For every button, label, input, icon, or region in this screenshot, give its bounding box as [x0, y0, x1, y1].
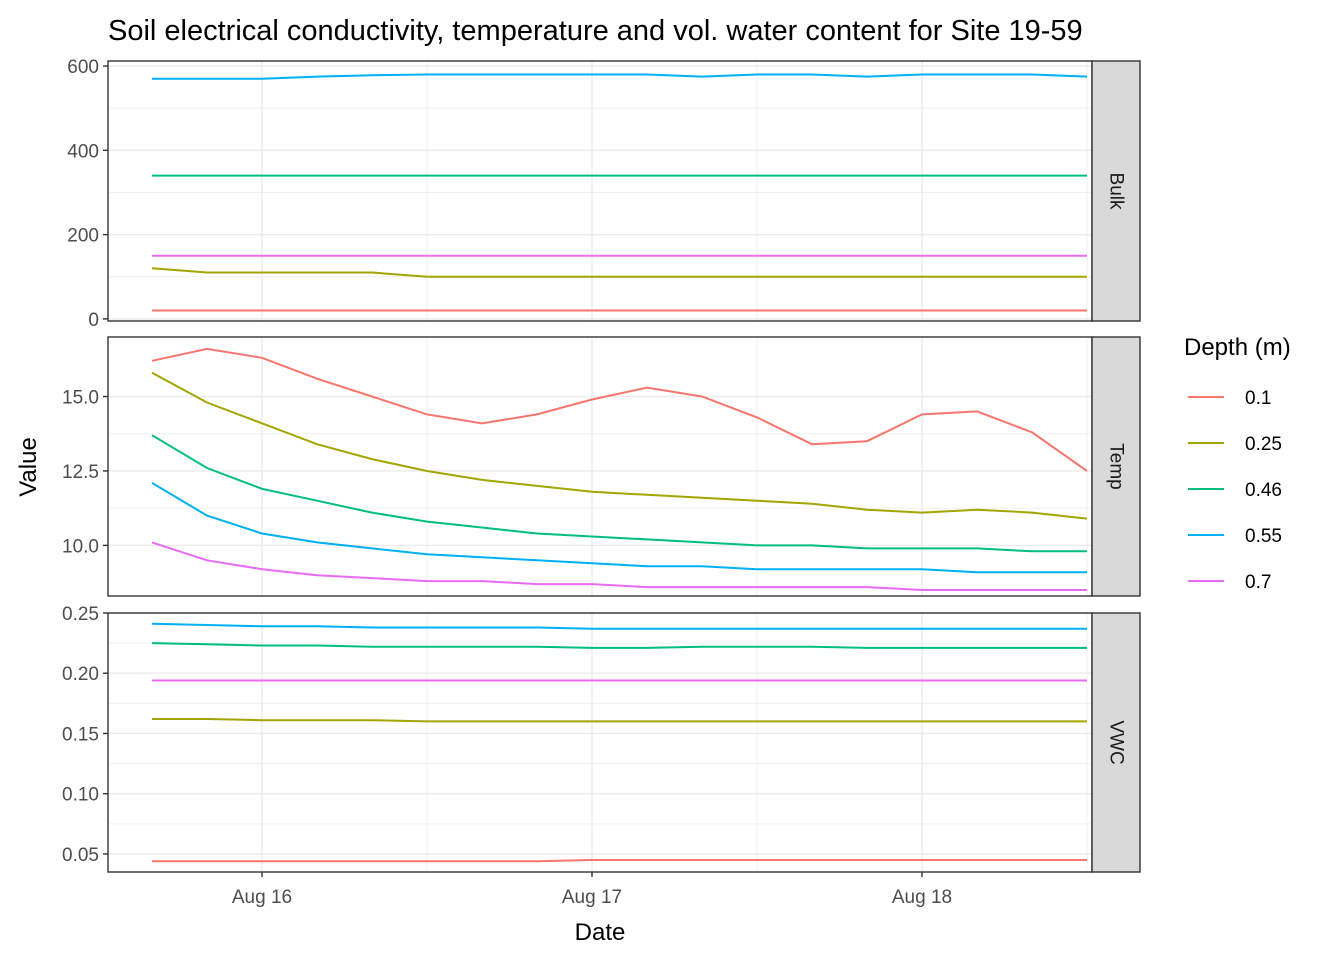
- panel-background: [108, 337, 1092, 596]
- chart-title: Soil electrical conductivity, temperatur…: [108, 15, 1083, 47]
- y-tick-label: 400: [67, 141, 99, 162]
- series-line-vwc-0.46: [151, 642, 1087, 649]
- panels: 0200400600Bulk10.012.515.0Temp0.050.100.…: [62, 57, 1141, 873]
- y-tick-label: 0.25: [62, 604, 99, 625]
- legend: Depth (m) 0.1 0.25 0.46 0.55 0.7: [1184, 334, 1291, 593]
- x-tick-label: Aug 18: [892, 887, 952, 908]
- x-tick-label: Aug 17: [562, 887, 622, 908]
- x-axis-title: Date: [575, 919, 626, 946]
- legend-title: Depth (m): [1184, 334, 1291, 361]
- legend-label: 0.46: [1245, 480, 1282, 501]
- facet-strip-label: VWC: [1106, 720, 1127, 764]
- series-line-temp-0.7: [151, 541, 1087, 591]
- x-tick-label: Aug 16: [232, 887, 292, 908]
- legend-label: 0.7: [1245, 572, 1271, 593]
- facet-strip: [1091, 336, 1141, 597]
- series-line-temp-0.46: [151, 434, 1087, 553]
- y-tick-label: 200: [67, 226, 99, 247]
- panel-background: [108, 613, 1092, 872]
- series-line-bulk-0.25: [151, 267, 1087, 278]
- legend-label: 0.25: [1245, 434, 1282, 455]
- series-line-vwc-0.55: [151, 622, 1087, 630]
- series-line-temp-0.55: [151, 482, 1087, 574]
- series-line-temp-0.1: [151, 347, 1088, 472]
- series-line-vwc-0.1: [152, 859, 1087, 863]
- y-axis-title: Value: [15, 437, 42, 497]
- y-tick-label: 0.15: [62, 724, 99, 745]
- facet-strip: [1091, 60, 1141, 322]
- series-line-temp-0.25: [151, 371, 1088, 520]
- panel-bulk: 0 200 400 600 Bulk: [67, 57, 1141, 331]
- y-tick-label: 0: [88, 310, 99, 331]
- y-tick-label: 15.0: [62, 388, 99, 409]
- y-tick-label: 0.20: [62, 664, 99, 685]
- y-tick-label: 12.5: [62, 462, 99, 483]
- panel-vwc: 0.05 0.10 0.15 0.20 0.25 VWC: [62, 604, 1141, 873]
- legend-label: 0.1: [1245, 388, 1271, 409]
- facet-strip-label: Bulk: [1106, 173, 1127, 210]
- y-tick-label: 10.0: [62, 536, 99, 557]
- panel-background: [108, 61, 1092, 321]
- facet-strip-label: Temp: [1106, 443, 1127, 489]
- y-tick-label: 600: [67, 57, 99, 78]
- panel-temp: 10.0 12.5 15.0 Temp: [62, 336, 1141, 597]
- x-axis: Aug 16 Aug 17 Aug 18: [232, 872, 952, 908]
- y-tick-label: 0.05: [62, 845, 99, 866]
- y-tick-label: 0.10: [62, 785, 99, 806]
- legend-label: 0.55: [1245, 526, 1282, 547]
- series-line-bulk-0.55: [152, 73, 1088, 80]
- facet-strip: [1091, 612, 1141, 873]
- series-line-vwc-0.25: [152, 718, 1087, 723]
